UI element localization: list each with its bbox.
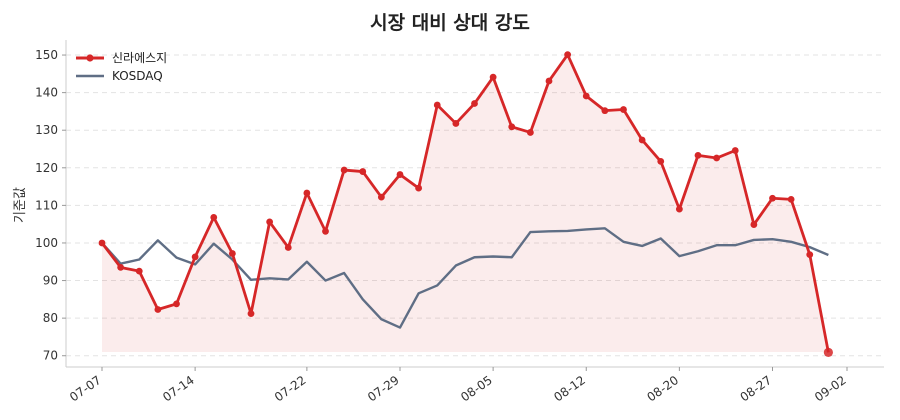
series-point (769, 194, 776, 202)
series-point (377, 193, 385, 201)
series-point (415, 184, 423, 192)
series-point (228, 250, 236, 257)
series-point (340, 166, 348, 174)
series-point (191, 253, 199, 261)
legend-label-shilla: 신라에스지 (112, 51, 167, 65)
series-point (173, 300, 180, 308)
x-tick-label: 08-05 (458, 373, 495, 404)
series-line-shilla (100, 53, 830, 353)
series-point (675, 205, 683, 213)
legend: 신라에스지 KOSDAQ (76, 51, 167, 83)
series-point (750, 221, 758, 228)
y-tick-label: 90 (43, 274, 58, 288)
series-point (526, 129, 534, 136)
y-tick-label: 100 (35, 236, 58, 250)
series-point (564, 51, 572, 59)
x-tick-label: 09-02 (812, 373, 849, 404)
series-point (657, 158, 665, 165)
series-point (117, 263, 125, 271)
series-point (638, 136, 646, 144)
y-tick-label: 150 (35, 48, 58, 62)
series-point (210, 214, 218, 221)
x-tick-label: 07-07 (67, 373, 104, 404)
series-point (135, 267, 143, 275)
x-tick-label: 08-12 (551, 373, 588, 404)
series-point (787, 195, 795, 203)
series-point (601, 107, 609, 115)
series-point (508, 123, 516, 131)
y-tick-label: 80 (43, 311, 58, 325)
series-point (247, 310, 255, 318)
series-point (545, 77, 553, 85)
series-point (452, 120, 460, 127)
series-point (694, 151, 702, 159)
x-tick-label: 07-22 (272, 373, 309, 404)
series-point (303, 189, 311, 197)
series-point (731, 147, 739, 154)
series-point (98, 239, 106, 247)
series-point (489, 73, 497, 81)
y-tick-label: 110 (35, 198, 58, 212)
y-tick-label: 70 (43, 349, 58, 363)
chart-title: 시장 대비 상대 강도 (370, 12, 530, 34)
x-tick-label: 07-29 (365, 373, 402, 404)
y-tick-label: 120 (35, 161, 58, 175)
legend-marker-shilla (86, 54, 94, 62)
series-point (359, 168, 367, 175)
y-tick-label: 130 (35, 123, 58, 137)
series-point (620, 106, 627, 113)
series-point (713, 154, 721, 162)
series-point (582, 92, 590, 100)
x-tick-label: 07-14 (160, 373, 197, 404)
y-tick-label: 140 (35, 86, 58, 100)
series-points (98, 51, 833, 357)
series-point (471, 100, 478, 107)
x-tick-label: 08-20 (644, 373, 681, 404)
series-point (266, 218, 274, 226)
x-axis-ticks: 07-07 07-14 07-22 07-29 08-05 08-12 08-20 08-27… (67, 367, 849, 404)
y-axis-ticks: 70 80 90 100 110 120 130 140 150 (35, 48, 66, 363)
series-point (284, 244, 292, 251)
y-axis-label: 기준값 (13, 187, 28, 223)
series-point-last (823, 347, 833, 357)
legend-label-kosdaq: KOSDAQ (112, 69, 163, 83)
series-line-kosdaq (101, 227, 829, 329)
series-area-fill (102, 54, 829, 353)
series-point (396, 171, 404, 178)
series-point (322, 227, 329, 235)
series-point (154, 306, 162, 313)
series-point (806, 251, 814, 259)
series-point (433, 101, 441, 109)
x-tick-label: 08-27 (738, 373, 775, 404)
